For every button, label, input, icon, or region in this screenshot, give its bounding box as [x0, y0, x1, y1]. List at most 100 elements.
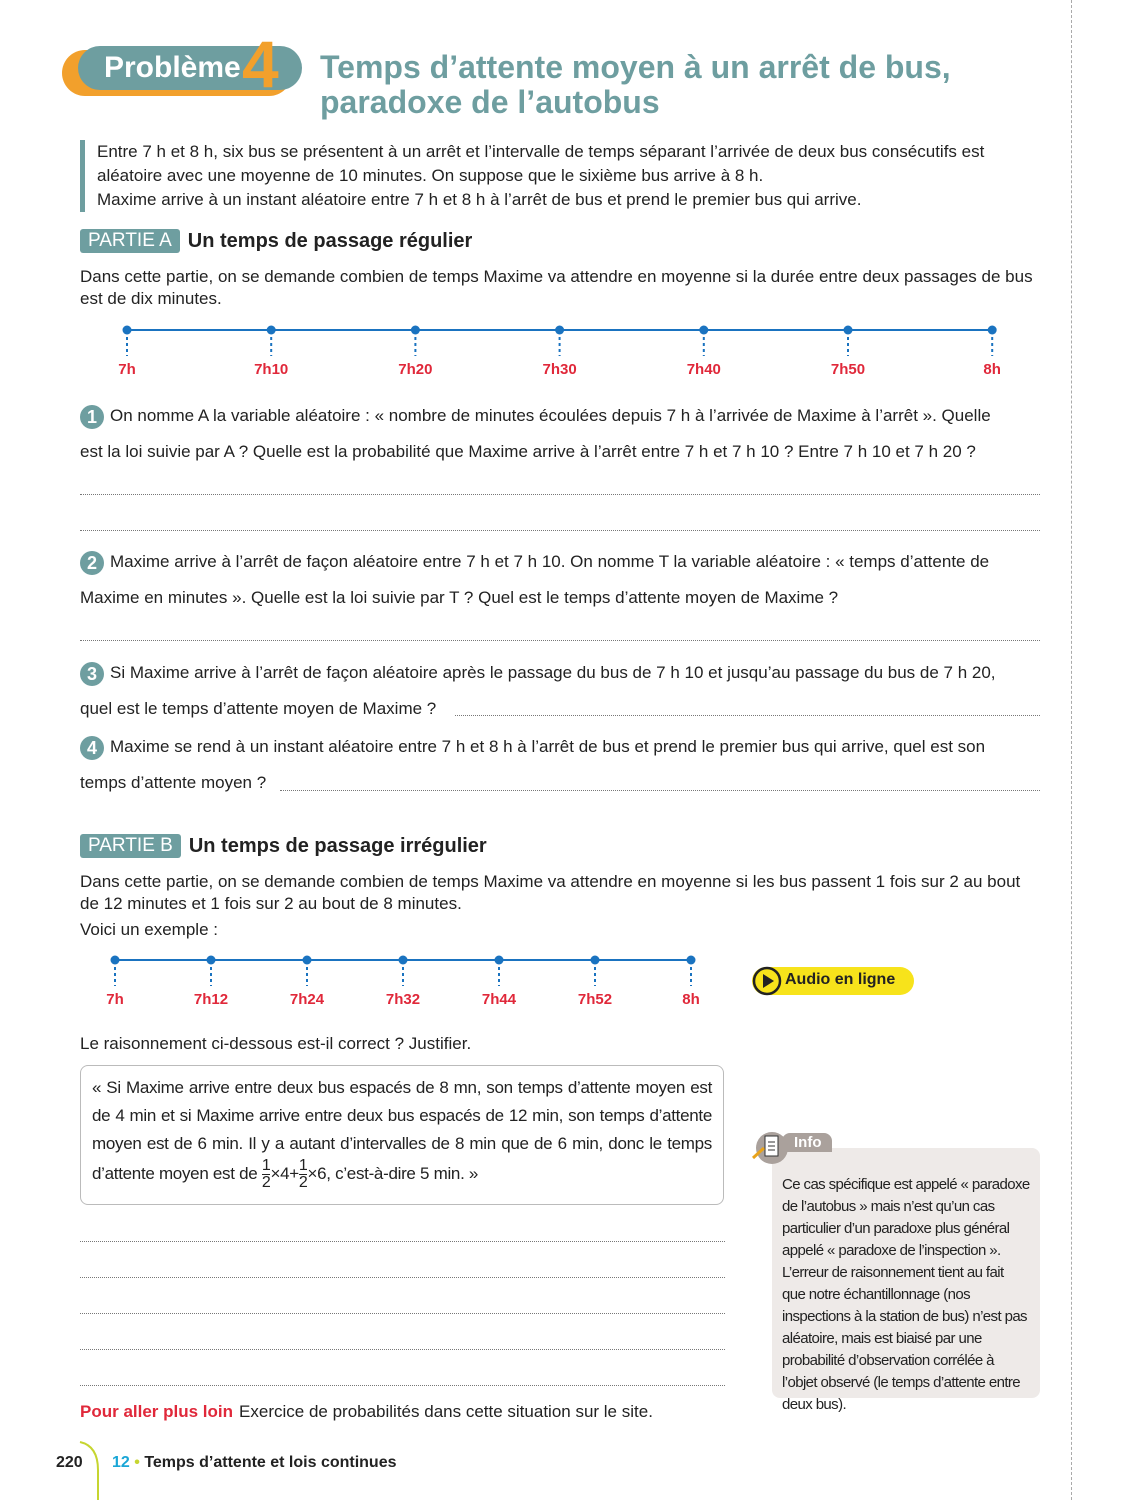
- numerator: 1: [298, 1157, 308, 1175]
- question-number: 3: [80, 662, 104, 686]
- page-edge-guide: [1071, 0, 1072, 1500]
- part-tag: PARTIE A: [80, 229, 180, 253]
- time-label: 7h: [106, 991, 124, 1008]
- question-line: Maxime en minutes ». Quelle est la loi s…: [80, 588, 839, 607]
- bus-arrival-dot: [410, 325, 420, 335]
- question-text: Si Maxime arrive à l’arrêt de façon aléa…: [110, 663, 996, 682]
- question-4: 4 Maxime se rend à un instant aléatoire e…: [80, 729, 1040, 801]
- bus-arrival-dot: [302, 955, 312, 965]
- answer-line[interactable]: [455, 715, 1040, 716]
- denominator: 2: [298, 1174, 308, 1191]
- answer-line[interactable]: [80, 1277, 725, 1278]
- numerator: 1: [261, 1157, 271, 1175]
- question-text: On nomme A la variable aléatoire : « nom…: [110, 406, 991, 425]
- part-title: Un temps de passage irrégulier: [188, 834, 487, 857]
- timeline-a: [122, 325, 997, 356]
- chapter-footer: 12 • Temps d’attente et lois continues: [112, 1454, 397, 1472]
- bus-arrival-dot: [843, 325, 853, 335]
- bus-arrival-dot: [266, 325, 276, 335]
- part-title: Un temps de passage régulier: [187, 229, 473, 252]
- reasoning-quote: « Si Maxime arrive entre deux bus espacé…: [80, 1065, 724, 1205]
- info-text: Ce cas spécifique est appelé « paradoxe …: [782, 1176, 1030, 1413]
- bus-arrival-dot: [398, 955, 408, 965]
- audio-label: Audio en ligne: [785, 971, 896, 988]
- time-label: 7h52: [577, 991, 613, 1008]
- question-line: 2 Maxime arrive à l’arrêt de façon aléato…: [80, 544, 1040, 580]
- separator: •: [134, 1454, 140, 1471]
- question-1: 1 On nomme A la variable aléatoire : « no…: [80, 398, 1040, 470]
- scroll-pencil-icon: [751, 1132, 788, 1164]
- part-tag: PARTIE B: [80, 834, 181, 858]
- footer-curve: [79, 1441, 99, 1500]
- time-label: 7h12: [193, 991, 229, 1008]
- intro-line: Entre 7 h et 8 h, six bus se présentent …: [97, 142, 985, 161]
- formula-part: ×4+: [270, 1163, 299, 1183]
- info-tag: Info: [782, 1133, 832, 1152]
- part-a-text: Dans cette partie, on se demande combien…: [80, 267, 1033, 308]
- question-line: 3 Si Maxime arrive à l’arrêt de façon alé…: [80, 655, 1040, 691]
- info-label: Info: [794, 1134, 822, 1151]
- question-line: 1 On nomme A la variable aléatoire : « no…: [80, 398, 1040, 434]
- intro-text: Entre 7 h et 8 h, six bus se présentent …: [80, 140, 1030, 212]
- bus-arrival-dot: [699, 325, 709, 335]
- question-line: temps d’attente moyen ?: [80, 773, 267, 792]
- bus-arrival-dot: [122, 325, 132, 335]
- bus-arrival-dot: [494, 955, 504, 965]
- time-label: 8h: [682, 991, 700, 1008]
- further-text[interactable]: Exercice de probabilités dans cette situ…: [239, 1402, 653, 1421]
- page-title: Temps d’attente moyen à un arrêt de bus,…: [320, 50, 951, 120]
- intro-line: Maxime arrive à un instant aléatoire ent…: [97, 190, 862, 209]
- time-label: 7h24: [289, 991, 325, 1008]
- answer-line[interactable]: [80, 640, 1040, 641]
- further-label: Pour aller plus loin: [80, 1402, 234, 1421]
- problem-badge: Problème 4: [62, 27, 302, 101]
- part-b-text: Dans cette partie, on se demande combien…: [80, 872, 1021, 913]
- info-box: Ce cas spécifique est appelé « paradoxe …: [772, 1148, 1040, 1413]
- time-label: 7h: [118, 361, 136, 378]
- time-label: 7h30: [542, 361, 577, 378]
- audio-online-button[interactable]: Audio en ligne: [752, 966, 914, 996]
- title-line: Temps d’attente moyen à un arrêt de bus,: [320, 49, 951, 85]
- formula-part: ×6, c’est-à-dire 5 min. »: [307, 1163, 479, 1183]
- page-number: 220: [56, 1454, 83, 1471]
- bus-arrival-dot: [206, 955, 216, 965]
- question-number: 4: [80, 736, 104, 760]
- chapter-title: Temps d’attente et lois continues: [144, 1454, 397, 1471]
- time-label: 7h10: [254, 361, 289, 378]
- question-line: quel est le temps d’attente moyen de Max…: [80, 699, 437, 718]
- bus-arrival-dot: [110, 955, 120, 965]
- further-line: Pour aller plus loin Exercice de probabil…: [80, 1401, 653, 1423]
- question-line: 4 Maxime se rend à un instant aléatoire e…: [80, 729, 1040, 765]
- time-label: 7h40: [686, 361, 721, 378]
- badge-number: 4: [242, 27, 279, 101]
- answer-line[interactable]: [280, 790, 1040, 791]
- part-b-heading: PARTIE B Un temps de passage irrégulier: [80, 834, 487, 858]
- bus-arrival-dot: [686, 955, 696, 965]
- play-icon: [752, 966, 782, 996]
- question-text: Maxime se rend à un instant aléatoire en…: [110, 737, 986, 756]
- answer-line[interactable]: [80, 1313, 725, 1314]
- chapter-number: 12: [112, 1454, 130, 1471]
- answer-line[interactable]: [80, 494, 1040, 495]
- timeline-b: [110, 955, 696, 986]
- question-number: 1: [80, 405, 104, 429]
- bus-arrival-dot: [987, 325, 997, 335]
- time-label: 7h20: [398, 361, 433, 378]
- time-label: 8h: [983, 361, 1001, 378]
- question-2: 2 Maxime arrive à l’arrêt de façon aléato…: [80, 544, 1040, 616]
- badge-label: Problème: [104, 51, 241, 84]
- part-a-heading: PARTIE A Un temps de passage régulier: [80, 229, 472, 253]
- answer-line[interactable]: [80, 1385, 725, 1386]
- denominator: 2: [261, 1174, 271, 1191]
- example-label: Voici un exemple :: [80, 920, 218, 939]
- answer-line[interactable]: [80, 1349, 725, 1350]
- intro-line: aléatoire avec une moyenne de 10 minutes…: [97, 166, 764, 185]
- answer-line[interactable]: [80, 530, 1040, 531]
- answer-line[interactable]: [80, 1241, 725, 1242]
- bus-arrival-dot: [590, 955, 600, 965]
- question-number: 2: [80, 551, 104, 575]
- question-text: Maxime arrive à l’arrêt de façon aléatoi…: [110, 552, 990, 571]
- time-label: 7h44: [481, 991, 517, 1008]
